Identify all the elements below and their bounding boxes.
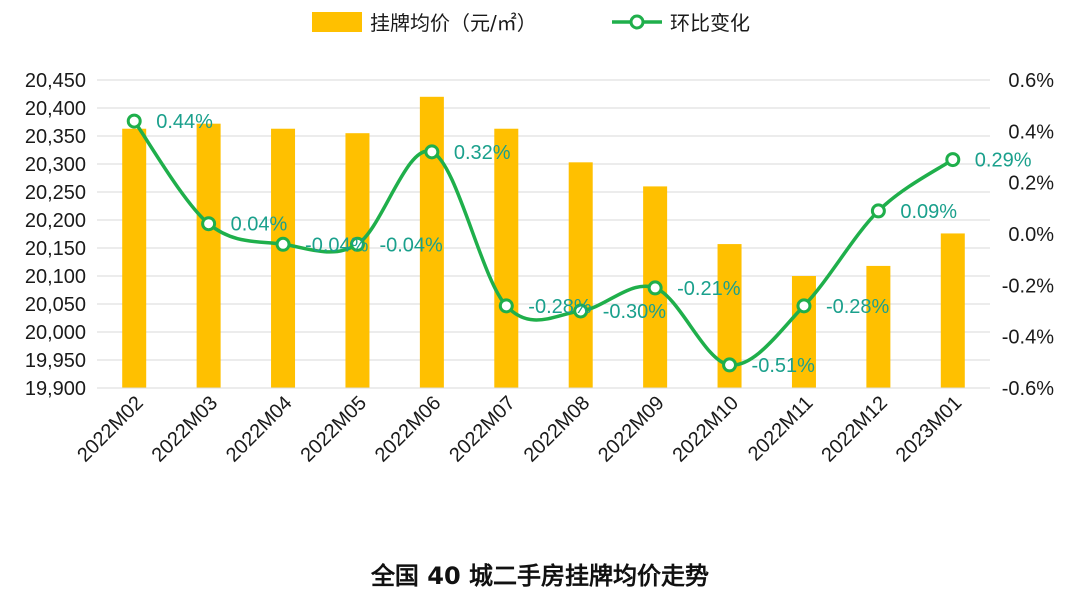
x-tick-label: 2022M11	[744, 392, 817, 465]
line-marker	[126, 113, 142, 129]
line-marker	[870, 203, 886, 219]
data-label: 0.09%	[900, 201, 957, 223]
left-tick-label: 20,100	[25, 266, 86, 288]
x-tick-label: 2022M12	[817, 392, 892, 467]
right-tick-label: -0.4%	[1002, 327, 1054, 349]
data-label: 0.44%	[156, 111, 213, 133]
right-tick-label: -0.2%	[1002, 275, 1054, 297]
data-label: -0.51%	[752, 355, 816, 377]
data-label: -0.04%	[305, 234, 369, 256]
bar	[494, 128, 519, 388]
left-axis: 20,450 20,400 20,350 20,300 20,250 20,200 20,1…	[25, 70, 86, 400]
x-tick-label: 2022M03	[148, 392, 223, 467]
right-tick-label: 0.6%	[1008, 70, 1054, 92]
line-marker	[424, 144, 440, 160]
left-tick-label: 20,350	[25, 126, 86, 148]
data-label: -0.30%	[603, 301, 667, 323]
x-axis: 2022M02 2022M03 2022M04 2022M05 2022M06 2022M…	[73, 387, 990, 467]
bar	[940, 233, 965, 388]
x-tick-label: 2023M01	[892, 392, 967, 467]
chart-title: 全国 40 城二手房挂牌均价走势	[370, 562, 709, 590]
right-tick-label: 0.2%	[1008, 173, 1054, 195]
x-tick-label: 2022M08	[520, 392, 595, 467]
x-tick-label: 2022M02	[73, 392, 148, 467]
left-tick-label: 19,950	[25, 350, 86, 372]
data-label: 0.29%	[975, 150, 1032, 172]
line-marker	[796, 298, 812, 314]
left-tick-label: 20,300	[25, 154, 86, 176]
legend-label-line: 环比变化	[670, 11, 750, 35]
line-path	[132, 120, 954, 367]
line-marker	[647, 280, 663, 296]
line-marker	[275, 236, 291, 252]
legend: 挂牌均价（元/㎡） 环比变化	[312, 11, 750, 35]
x-tick-label: 2022M04	[222, 392, 297, 467]
left-tick-label: 20,450	[25, 70, 86, 92]
data-label: -0.21%	[677, 278, 741, 300]
line-marker	[573, 303, 589, 319]
bar	[196, 123, 221, 389]
data-label: -0.28%	[528, 296, 592, 318]
line-marker	[722, 357, 738, 373]
x-tick-label: 2022M05	[296, 392, 371, 467]
line-marker	[349, 236, 365, 252]
bar	[345, 133, 370, 388]
x-tick-label: 2022M07	[445, 392, 520, 467]
legend-marker	[629, 14, 645, 30]
data-label: 0.04%	[231, 214, 288, 236]
data-label: -0.04%	[379, 234, 443, 256]
x-tick-label: 2022M10	[669, 392, 744, 467]
left-tick-label: 20,150	[25, 238, 86, 260]
left-tick-label: 20,050	[25, 294, 86, 316]
bar	[866, 265, 891, 388]
data-label: 0.32%	[454, 142, 511, 164]
x-tick-label: 2022M06	[371, 392, 446, 467]
line-marker	[498, 298, 514, 314]
data-labels: 0.44%0.04%-0.04% -0.04%0.32%-0.28% -0.30%-…	[156, 111, 1032, 377]
legend-label-bar: 挂牌均价（元/㎡）	[370, 11, 537, 35]
left-tick-label: 20,250	[25, 182, 86, 204]
right-axis: 0.6% 0.4% 0.2% 0.0% -0.2% -0.4% -0.6%	[1002, 70, 1054, 400]
bar	[122, 128, 147, 388]
data-label: -0.28%	[826, 296, 890, 318]
left-tick-label: 19,900	[25, 378, 86, 400]
x-tick-label: 2022M09	[594, 392, 669, 467]
right-tick-label: 0.0%	[1008, 224, 1054, 246]
left-tick-label: 20,000	[25, 322, 86, 344]
line-marker	[945, 152, 961, 168]
legend-swatch-bar	[312, 12, 362, 32]
right-tick-label: 0.4%	[1008, 121, 1054, 143]
line-series	[126, 113, 961, 373]
left-tick-label: 20,200	[25, 210, 86, 232]
bar	[568, 162, 593, 388]
line-marker	[201, 216, 217, 232]
right-tick-label: -0.6%	[1002, 378, 1054, 400]
bar	[271, 128, 296, 388]
left-tick-label: 20,400	[25, 98, 86, 120]
bars	[122, 96, 965, 389]
